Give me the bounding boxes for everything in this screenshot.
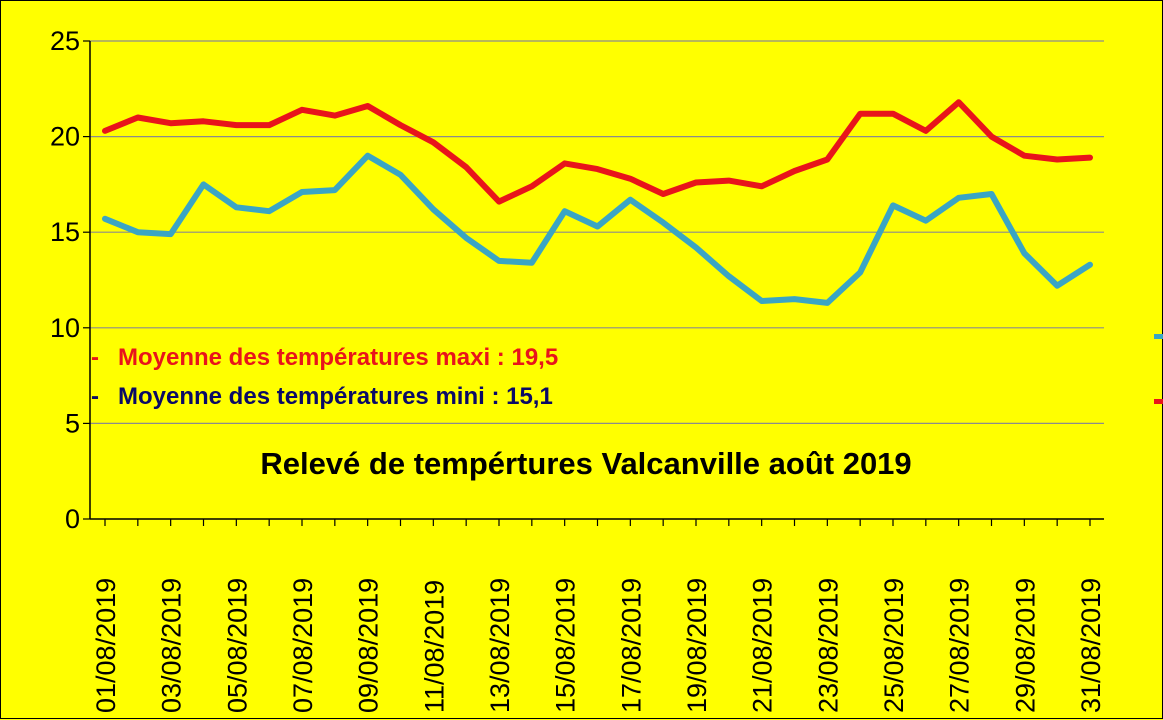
y-tick-label: 20 <box>50 122 80 152</box>
grid-lines <box>83 40 1104 520</box>
annotation-maxi-prefix: - <box>91 344 99 371</box>
y-tick-label: 5 <box>65 408 80 438</box>
legend-marker-maxi <box>1154 399 1163 404</box>
annotation-mini: Moyenne des températures mini : 15,1 <box>118 383 553 410</box>
x-tick-label: 09/08/2019 <box>354 578 384 713</box>
y-tick-label: 15 <box>50 217 80 247</box>
series-lines <box>102 99 1093 306</box>
series-line-1 <box>102 152 1093 306</box>
annotation-maxi: Moyenne des températures maxi : 19,5 <box>118 344 558 371</box>
series-line-0 <box>102 99 1093 205</box>
y-tick-label: 10 <box>50 313 80 343</box>
x-tick-label: 19/08/2019 <box>682 578 712 713</box>
x-tick-label: 27/08/2019 <box>945 578 975 713</box>
legend-marker-mini <box>1154 334 1163 339</box>
x-tick-label: 23/08/2019 <box>813 578 843 713</box>
x-tick-labels: 01/08/2019 03/08/2019 05/08/2019 07/08/2019… <box>91 519 1106 713</box>
x-tick-label: 03/08/2019 <box>157 578 187 713</box>
chart-title: Relevé de tempértures Valcanville août 2… <box>260 446 911 481</box>
x-tick-label: 17/08/2019 <box>616 578 646 713</box>
x-tick-label: 05/08/2019 <box>222 578 252 713</box>
x-tick-label: 07/08/2019 <box>288 578 318 713</box>
y-tick-label: 25 <box>50 26 80 56</box>
annotation-mini-prefix: - <box>91 383 99 410</box>
x-tick-label: 13/08/2019 <box>485 578 515 713</box>
x-tick-label: 21/08/2019 <box>748 578 778 713</box>
x-tick-label: 29/08/2019 <box>1010 578 1040 713</box>
x-tick-label: 31/08/2019 <box>1076 578 1106 713</box>
y-tick-labels: 0 5 10 15 20 25 <box>50 26 80 534</box>
x-tick-label: 25/08/2019 <box>879 578 909 713</box>
y-tick-label: 0 <box>65 504 80 534</box>
x-tick-label: 11/08/2019 <box>419 580 449 713</box>
x-tick-label: 01/08/2019 <box>91 578 121 713</box>
x-tick-label: 15/08/2019 <box>551 578 581 713</box>
